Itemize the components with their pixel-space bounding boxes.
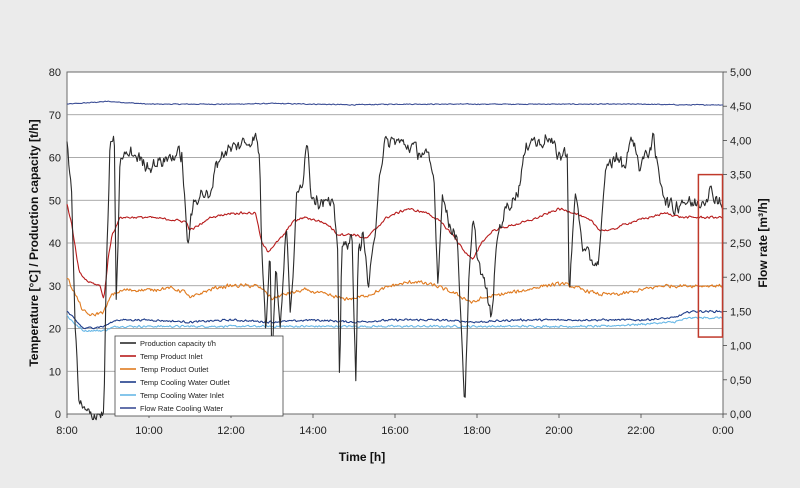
y-right-tick-label: 0,00: [730, 409, 751, 421]
series-line: [66, 277, 724, 317]
series-lines: [66, 100, 724, 421]
y-right-tick-label: 1,50: [730, 306, 751, 318]
series-line: [66, 132, 724, 421]
y-left-tick-label: 80: [49, 67, 61, 79]
x-tick-label: 10:00: [135, 425, 163, 437]
y-left-tick-label: 40: [49, 238, 61, 250]
y-left-tick-label: 10: [49, 366, 61, 378]
y-left-tick-label: 70: [49, 110, 61, 122]
x-tick-label: 12:00: [217, 425, 245, 437]
legend-label: Temp Product Outlet: [140, 365, 209, 374]
x-tick-label: 22:00: [627, 425, 655, 437]
x-axis-label: Time [h]: [339, 450, 385, 464]
y-left-tick-labels: 0 10 20 30 40 50 60 70 80: [49, 67, 61, 421]
y-right-tick-labels: 0,00 0,50 1,00 1,50 2,00 2,50 3,00 3,50 4,00 4,50…: [723, 67, 751, 421]
series-line: [66, 315, 724, 333]
y-right-tick-label: 3,00: [730, 204, 751, 216]
legend-box: [114, 335, 284, 417]
legend-label: Production capacity t/h: [140, 339, 216, 348]
x-tick-label: 8:00: [56, 425, 77, 437]
legend: Production capacity t/h Temp Product Inle…: [114, 335, 284, 417]
y-right-tick-label: 2,00: [730, 272, 751, 284]
y-left-tick-label: 60: [49, 153, 61, 165]
x-tick-label: 18:00: [463, 425, 491, 437]
y-right-tick-label: 1,00: [730, 341, 751, 353]
y-right-tick-label: 0,50: [730, 375, 751, 387]
series-line: [66, 309, 724, 330]
x-tick-label: 16:00: [381, 425, 409, 437]
y-left-tick-label: 30: [49, 281, 61, 293]
legend-label: Flow Rate Cooling Water: [140, 404, 224, 413]
y-right-tick-label: 2,50: [730, 238, 751, 250]
highlight-box: [697, 173, 724, 338]
y-right-tick-label: 5,00: [730, 67, 751, 79]
y-left-tick-label: 20: [49, 324, 61, 336]
y-right-tick-label: 4,50: [730, 101, 751, 113]
x-tick-label: 20:00: [545, 425, 573, 437]
x-tick-label: 0:00: [712, 425, 733, 437]
y-right-tick-label: 4,00: [730, 135, 751, 147]
series-line: [66, 204, 724, 299]
x-tick-labels: 8:00 10:00 12:00 14:00 16:00 18:00 20:00 22:00 0…: [56, 414, 734, 437]
y-right-axis-label: Flow rate [m³/h]: [756, 198, 770, 287]
y-left-tick-label: 0: [55, 409, 61, 421]
y-left-tick-label: 50: [49, 195, 61, 207]
y-right-tick-label: 3,50: [730, 170, 751, 182]
series-line: [66, 100, 724, 106]
legend-label: Temp Cooling Water Outlet: [140, 378, 231, 387]
legend-label: Temp Cooling Water Inlet: [140, 391, 225, 400]
x-tick-label: 14:00: [299, 425, 327, 437]
y-left-axis-label: Temperature [°C] / Production capacity […: [27, 119, 41, 366]
legend-label: Temp Product Inlet: [140, 352, 203, 361]
